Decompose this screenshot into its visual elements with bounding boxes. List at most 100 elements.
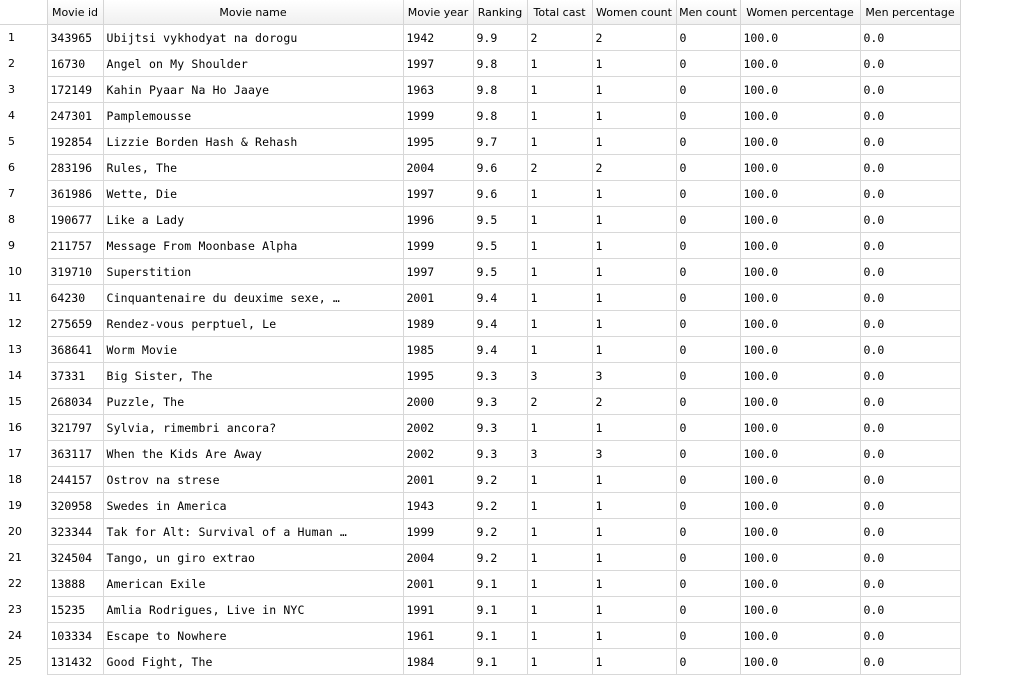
cell-women-percentage[interactable]: 100.0 — [740, 284, 861, 311]
cell-women-count[interactable]: 1 — [592, 414, 677, 441]
cell-total-cast[interactable]: 1 — [527, 284, 593, 311]
row-number[interactable]: 2 — [0, 50, 48, 77]
cell-men-count[interactable]: 0 — [676, 388, 741, 415]
row-number[interactable]: 18 — [0, 466, 48, 493]
cell-women-count[interactable]: 1 — [592, 128, 677, 155]
corner-cell[interactable] — [0, 0, 48, 25]
cell-men-count[interactable]: 0 — [676, 154, 741, 181]
cell-women-count[interactable]: 1 — [592, 544, 677, 571]
cell-men-count[interactable]: 0 — [676, 622, 741, 649]
cell-total-cast[interactable]: 1 — [527, 596, 593, 623]
row-number[interactable]: 23 — [0, 596, 48, 623]
cell-movie-year[interactable]: 1999 — [403, 232, 474, 259]
cell-total-cast[interactable]: 1 — [527, 570, 593, 597]
row-number[interactable]: 25 — [0, 648, 48, 675]
cell-movie-id[interactable]: 283196 — [47, 154, 104, 181]
cell-women-count[interactable]: 2 — [592, 24, 677, 51]
column-header-total-cast[interactable]: Total cast — [527, 0, 593, 25]
cell-movie-year[interactable]: 1999 — [403, 518, 474, 545]
cell-men-count[interactable]: 0 — [676, 414, 741, 441]
cell-movie-year[interactable]: 1985 — [403, 336, 474, 363]
cell-movie-year[interactable]: 1995 — [403, 362, 474, 389]
cell-women-percentage[interactable]: 100.0 — [740, 76, 861, 103]
cell-women-percentage[interactable]: 100.0 — [740, 544, 861, 571]
cell-ranking[interactable]: 9.2 — [473, 466, 528, 493]
cell-women-count[interactable]: 2 — [592, 388, 677, 415]
table-row[interactable]: 16 321797 Sylvia, rimembri ancora? 2002 9.3 1… — [0, 414, 961, 441]
table-row[interactable]: 21 324504 Tango, un giro extrao 2004 9.2 1 1 0 1… — [0, 544, 961, 571]
cell-men-percentage[interactable]: 0.0 — [860, 154, 961, 181]
table-row[interactable]: 24 103334 Escape to Nowhere 1961 9.1 1 1 0 100.0… — [0, 622, 961, 649]
cell-men-percentage[interactable]: 0.0 — [860, 232, 961, 259]
cell-movie-year[interactable]: 1999 — [403, 102, 474, 129]
table-row[interactable]: 19 320958 Swedes in America 1943 9.2 1 1 0 100.0… — [0, 492, 961, 519]
table-row[interactable]: 9 211757 Message From Moonbase Alpha 1999 9.… — [0, 232, 961, 259]
cell-women-percentage[interactable]: 100.0 — [740, 388, 861, 415]
cell-movie-year[interactable]: 1997 — [403, 258, 474, 285]
row-number[interactable]: 16 — [0, 414, 48, 441]
cell-men-percentage[interactable]: 0.0 — [860, 570, 961, 597]
cell-movie-id[interactable]: 192854 — [47, 128, 104, 155]
table-row[interactable]: 4 247301 Pamplemousse 1999 9.8 1 1 0 100.0 0.0 — [0, 102, 961, 129]
cell-ranking[interactable]: 9.4 — [473, 336, 528, 363]
cell-ranking[interactable]: 9.3 — [473, 414, 528, 441]
cell-total-cast[interactable]: 3 — [527, 440, 593, 467]
cell-movie-id[interactable]: 131432 — [47, 648, 104, 675]
cell-women-count[interactable]: 1 — [592, 518, 677, 545]
cell-women-percentage[interactable]: 100.0 — [740, 336, 861, 363]
cell-movie-year[interactable]: 1942 — [403, 24, 474, 51]
cell-ranking[interactable]: 9.5 — [473, 206, 528, 233]
cell-women-percentage[interactable]: 100.0 — [740, 232, 861, 259]
cell-men-count[interactable]: 0 — [676, 284, 741, 311]
cell-movie-year[interactable]: 1997 — [403, 50, 474, 77]
cell-ranking[interactable]: 9.6 — [473, 180, 528, 207]
row-number[interactable]: 7 — [0, 180, 48, 207]
cell-women-percentage[interactable]: 100.0 — [740, 24, 861, 51]
cell-men-percentage[interactable]: 0.0 — [860, 284, 961, 311]
cell-men-count[interactable]: 0 — [676, 570, 741, 597]
cell-movie-id[interactable]: 368641 — [47, 336, 104, 363]
cell-total-cast[interactable]: 1 — [527, 128, 593, 155]
column-header-women-percentage[interactable]: Women percentage — [740, 0, 861, 25]
cell-men-count[interactable]: 0 — [676, 492, 741, 519]
cell-men-count[interactable]: 0 — [676, 466, 741, 493]
cell-women-count[interactable]: 1 — [592, 206, 677, 233]
cell-movie-name[interactable]: Sylvia, rimembri ancora? — [103, 414, 404, 441]
cell-women-percentage[interactable]: 100.0 — [740, 518, 861, 545]
cell-women-percentage[interactable]: 100.0 — [740, 102, 861, 129]
cell-total-cast[interactable]: 1 — [527, 232, 593, 259]
column-header-men-count[interactable]: Men count — [676, 0, 741, 25]
row-number[interactable]: 19 — [0, 492, 48, 519]
cell-total-cast[interactable]: 1 — [527, 180, 593, 207]
table-row[interactable]: 25 131432 Good Fight, The 1984 9.1 1 1 0 100.0 0.… — [0, 648, 961, 675]
cell-movie-id[interactable]: 64230 — [47, 284, 104, 311]
cell-ranking[interactable]: 9.4 — [473, 284, 528, 311]
row-number[interactable]: 13 — [0, 336, 48, 363]
cell-movie-id[interactable]: 363117 — [47, 440, 104, 467]
cell-movie-id[interactable]: 37331 — [47, 362, 104, 389]
cell-movie-name[interactable]: Good Fight, The — [103, 648, 404, 675]
cell-movie-year[interactable]: 2002 — [403, 414, 474, 441]
cell-total-cast[interactable]: 1 — [527, 336, 593, 363]
cell-movie-id[interactable]: 244157 — [47, 466, 104, 493]
cell-women-count[interactable]: 1 — [592, 492, 677, 519]
cell-women-percentage[interactable]: 100.0 — [740, 206, 861, 233]
cell-total-cast[interactable]: 1 — [527, 518, 593, 545]
cell-men-count[interactable]: 0 — [676, 50, 741, 77]
cell-movie-name[interactable]: Swedes in America — [103, 492, 404, 519]
cell-ranking[interactable]: 9.8 — [473, 102, 528, 129]
cell-ranking[interactable]: 9.5 — [473, 258, 528, 285]
cell-men-count[interactable]: 0 — [676, 232, 741, 259]
cell-movie-name[interactable]: Superstition — [103, 258, 404, 285]
column-header-movie-name[interactable]: Movie name — [103, 0, 404, 25]
cell-movie-year[interactable]: 2002 — [403, 440, 474, 467]
cell-men-count[interactable]: 0 — [676, 24, 741, 51]
cell-movie-year[interactable]: 1943 — [403, 492, 474, 519]
table-row[interactable]: 18 244157 Ostrov na strese 2001 9.2 1 1 0 100.0 0… — [0, 466, 961, 493]
cell-men-percentage[interactable]: 0.0 — [860, 310, 961, 337]
table-row[interactable]: 20 323344 Tak for Alt: Survival of a Human… — [0, 518, 961, 545]
cell-men-percentage[interactable]: 0.0 — [860, 102, 961, 129]
table-row[interactable]: 3 172149 Kahin Pyaar Na Ho Jaaye 1963 9.8 1 1 0… — [0, 76, 961, 103]
cell-total-cast[interactable]: 1 — [527, 50, 593, 77]
